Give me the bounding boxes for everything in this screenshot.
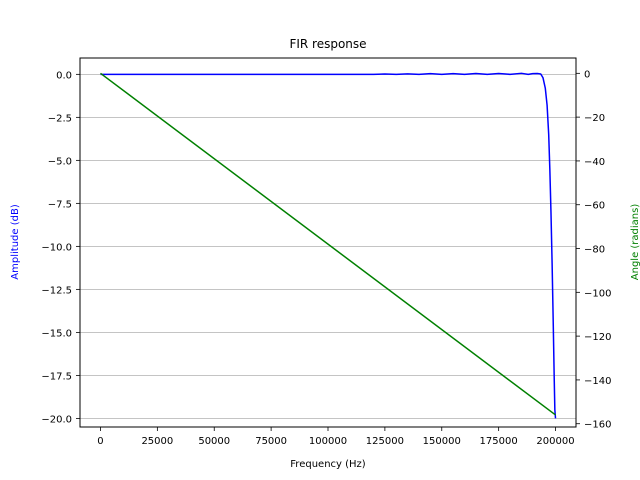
chart-title: FIR response [289, 37, 366, 51]
y-right-tick-label: −80 [584, 245, 605, 256]
x-tick-label: 150000 [423, 436, 461, 447]
x-tick-label: 25000 [141, 436, 173, 447]
y-right-tick-label: −140 [584, 376, 611, 387]
y-left-axis-ticks: 0.0 −2.5 −5.0 −7.5 −10.0 −12.5 −15.0 −17.5 −20.0 [41, 70, 80, 425]
y-right-tick-label: −20 [584, 113, 605, 124]
y-right-tick-label: −60 [584, 201, 605, 212]
y-right-axis-ticks: 0 −20 −40 −60 −80 −100 −120 −140 −160 [576, 69, 611, 431]
y-left-tick-label: −7.5 [48, 199, 72, 210]
y-right-tick-label: −40 [584, 157, 605, 168]
y-right-tick-label: 0 [584, 69, 590, 80]
x-tick-label: 175000 [480, 436, 518, 447]
y-right-tick-label: −160 [584, 420, 611, 431]
phase-series-line [100, 72, 556, 416]
y-left-tick-label: −12.5 [41, 285, 72, 296]
y-right-axis-label: Angle (radians) [630, 204, 640, 281]
x-tick-label: 125000 [366, 436, 404, 447]
x-axis-label: Frequency (Hz) [290, 459, 366, 470]
y-right-tick-label: −120 [584, 332, 611, 343]
x-tick-label: 200000 [536, 436, 574, 447]
x-tick-label: 75000 [255, 436, 287, 447]
amplitude-series-line [100, 72, 557, 419]
y-left-tick-label: −17.5 [41, 371, 72, 382]
x-tick-label: 0 [97, 436, 103, 447]
series [100, 72, 557, 419]
grid [80, 73, 576, 419]
x-tick-label: 50000 [198, 436, 230, 447]
y-left-tick-label: −15.0 [41, 328, 72, 339]
y-left-tick-label: −10.0 [41, 242, 72, 253]
y-left-tick-label: 0.0 [56, 70, 72, 81]
x-tick-label: 100000 [309, 436, 347, 447]
y-left-tick-label: −20.0 [41, 414, 72, 425]
y-left-tick-label: −5.0 [48, 156, 72, 167]
y-right-tick-label: −100 [584, 288, 611, 299]
y-left-axis-label: Amplitude (dB) [10, 204, 21, 280]
x-axis-ticks: 0 25000 50000 75000 100000 125000 150000 175000… [97, 427, 575, 447]
y-left-tick-label: −2.5 [48, 113, 72, 124]
